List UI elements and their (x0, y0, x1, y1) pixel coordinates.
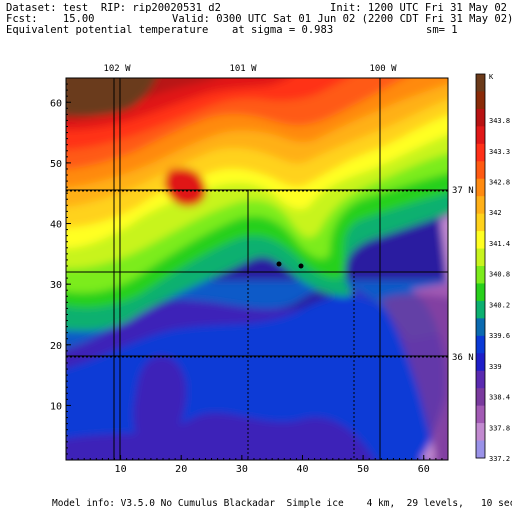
x-axis: 10 20 30 40 50 60 (65, 455, 449, 475)
colorbar-swatch (476, 108, 485, 127)
colorbar-swatch (476, 266, 485, 284)
dataset-line: Dataset: test RIP: rip20020531 d2 (6, 2, 221, 14)
colorbar-swatch (476, 178, 485, 197)
y-axis: 10 20 30 40 50 60 (50, 77, 71, 461)
colorbar-label: 341.4 (489, 240, 510, 248)
longitude-label: 102 W (103, 64, 131, 74)
sigma-level: at sigma = 0.983 (232, 24, 334, 36)
colorbar-label: 337.8 (489, 424, 510, 432)
colorbar-label: 337.2 (489, 455, 510, 463)
colorbar-swatch (476, 248, 485, 267)
latitude-label: 36 N (452, 353, 474, 363)
colorbar: K 343.8 343.3 342.8 342 341.4 340.8 340.2 339.6 3… (475, 73, 510, 463)
colorbar-swatch (476, 370, 485, 389)
y-tick-label: 60 (50, 98, 62, 109)
station-marker (276, 261, 282, 267)
colorbar-label: 340.8 (489, 271, 510, 279)
colorbar-swatch (476, 318, 485, 337)
colorbar-label: 339 (489, 363, 502, 371)
station-markers (276, 261, 304, 269)
field-name: Equivalent potential temperature (6, 24, 209, 36)
x-tick-label: 50 (357, 464, 369, 475)
colorbar-label: 343.8 (489, 117, 510, 125)
colorbar-swatch (476, 440, 485, 459)
colorbar-swatch (476, 405, 485, 424)
y-tick-label: 50 (50, 159, 62, 170)
colorbar-swatch (476, 143, 485, 162)
model-info: Model info: V3.5.0 No Cumulus Blackadar … (52, 498, 512, 509)
equivalent-potential-temperature-field (66, 78, 448, 460)
colorbar-swatch (476, 196, 485, 215)
colorbar-label: 342 (489, 209, 502, 217)
colorbar-label: 340.2 (489, 301, 510, 309)
colorbar-swatch (476, 74, 485, 92)
colorbar-label: 339.6 (489, 332, 510, 340)
forecast-hour: Fcst: 15.00 (6, 13, 95, 25)
x-tick-label: 40 (296, 464, 308, 475)
longitude-labels: 102 W 101 W 100 W (103, 64, 397, 74)
y-tick-label: 10 (50, 401, 62, 412)
plot-frame (65, 77, 449, 461)
colorbar-swatch (476, 161, 485, 180)
colorbar-swatch (476, 231, 485, 250)
colorbar-swatch (476, 300, 485, 319)
colorbar-swatch (476, 126, 485, 145)
colorbar-swatch (476, 423, 485, 442)
longitude-label: 100 W (369, 64, 397, 74)
latitude-label: 37 N (452, 186, 474, 196)
colorbar-swatch (476, 213, 485, 232)
y-tick-label: 20 (50, 341, 62, 352)
colorbar-swatch (476, 353, 485, 372)
latitude-labels: 37 N 36 N (452, 186, 474, 363)
colorbar-swatch (476, 283, 485, 302)
colorbar-swatch (476, 335, 485, 354)
x-tick-label: 10 (115, 464, 127, 475)
political-boundaries (66, 78, 448, 460)
smoothing: sm= 1 (426, 24, 458, 36)
x-tick-label: 30 (236, 464, 248, 475)
valid-time: Valid: 0300 UTC Sat 01 Jun 02 (2200 CDT … (172, 13, 512, 25)
station-marker (298, 263, 304, 269)
x-tick-label: 60 (418, 464, 430, 475)
colorbar-swatch (476, 91, 485, 110)
y-tick-label: 40 (50, 220, 62, 231)
colorbar-label: 343.3 (489, 148, 510, 156)
colorbar-label: 338.4 (489, 394, 510, 402)
x-tick-label: 20 (175, 464, 187, 475)
longitude-label: 101 W (229, 64, 257, 74)
colorbar-unit: K (489, 73, 494, 81)
colorbar-frame (475, 73, 486, 459)
colorbar-label: 342.8 (489, 179, 510, 187)
init-time: Init: 1200 UTC Fri 31 May 02 (330, 2, 508, 14)
colorbar-swatch (476, 388, 485, 407)
y-tick-label: 30 (50, 280, 62, 291)
